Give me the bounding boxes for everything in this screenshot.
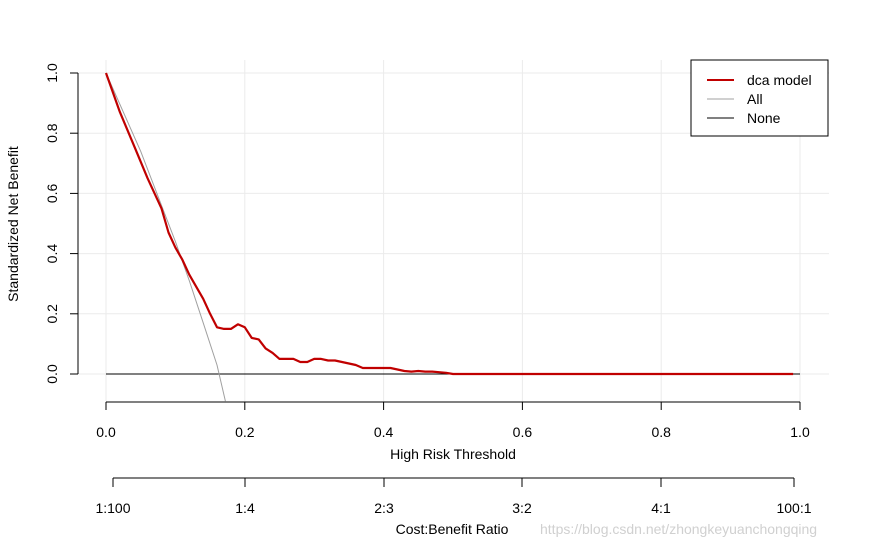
cost-benefit-axis: 1:100 1:4 2:3 3:2 4:1 100:1 Cost:Benefit Rati… — [95, 477, 812, 537]
x-tick-label: 0.4 — [374, 424, 394, 440]
y-tick-label: 0.4 — [44, 244, 60, 264]
plot-series — [104, 72, 800, 402]
x-tick-label: 0.6 — [513, 424, 533, 440]
cost-benefit-tick-label: 100:1 — [776, 500, 811, 516]
y-axis-title: Standardized Net Benefit — [5, 146, 21, 302]
cost-benefit-tick-label: 2:3 — [374, 500, 394, 516]
legend-item-dca-model: dca model — [747, 72, 812, 88]
y-tick-label: 1.0 — [44, 63, 60, 83]
cost-benefit-axis-title: Cost:Benefit Ratio — [396, 521, 509, 537]
cost-benefit-tick-label: 4:1 — [651, 500, 671, 516]
x-axis: 0.0 0.2 0.4 0.6 0.8 1.0 High Risk Threshold — [96, 401, 810, 462]
legend: dca model All None — [690, 59, 829, 137]
watermark: https://blog.csdn.net/zhongkeyuanchongqi… — [540, 521, 817, 537]
cost-benefit-tick-label: 1:100 — [95, 500, 130, 516]
cost-benefit-tick-label: 1:4 — [235, 500, 255, 516]
cost-benefit-tick-label: 3:2 — [512, 500, 532, 516]
legend-item-none: None — [747, 110, 781, 126]
y-tick-label: 0.6 — [44, 183, 60, 203]
x-axis-title: High Risk Threshold — [390, 446, 516, 462]
y-axis: 0.0 0.2 0.4 0.6 0.8 1.0 Standardized Net Bene… — [5, 63, 79, 384]
x-tick-label: 1.0 — [790, 424, 810, 440]
legend-item-all: All — [747, 91, 763, 107]
series-all-line — [105, 72, 226, 402]
y-tick-label: 0.0 — [44, 364, 60, 384]
y-tick-label: 0.2 — [44, 304, 60, 324]
x-tick-label: 0.2 — [235, 424, 255, 440]
x-tick-label: 0.0 — [96, 424, 116, 440]
y-tick-label: 0.8 — [44, 123, 60, 143]
series-dca-model-line — [104, 72, 794, 376]
x-tick-label: 0.8 — [651, 424, 671, 440]
